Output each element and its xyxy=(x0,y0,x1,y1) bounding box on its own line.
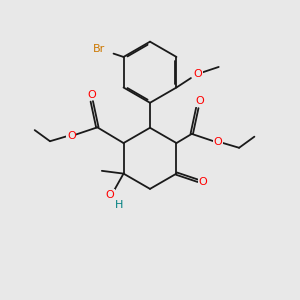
Text: Br: Br xyxy=(92,44,105,54)
Text: O: O xyxy=(193,69,202,79)
Text: O: O xyxy=(67,131,76,141)
Text: O: O xyxy=(213,137,222,147)
Text: O: O xyxy=(196,96,204,106)
Text: O: O xyxy=(87,90,96,100)
Text: O: O xyxy=(105,190,114,200)
Text: O: O xyxy=(198,177,207,187)
Text: H: H xyxy=(115,200,123,210)
